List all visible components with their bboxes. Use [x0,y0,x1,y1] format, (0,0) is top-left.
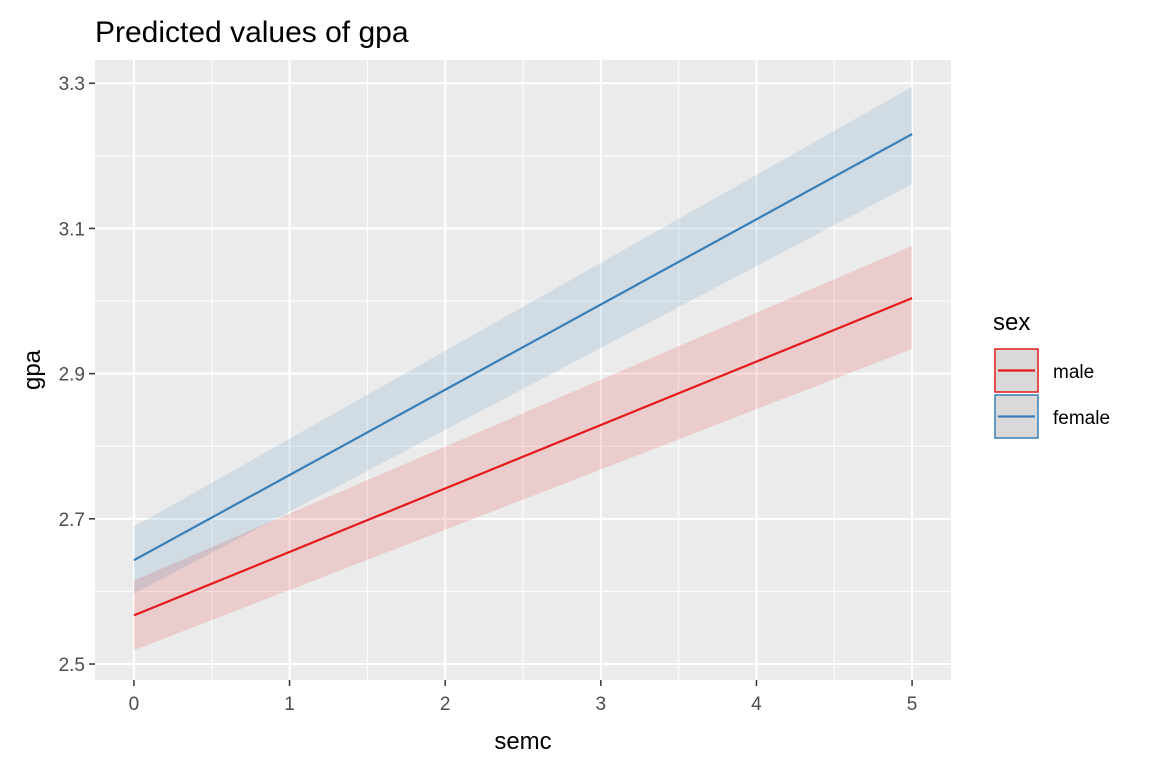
y-tick-label: 3.1 [59,219,85,240]
x-axis: 0 1 2 3 4 5 [129,680,918,715]
chart-title: Predicted values of gpa [95,16,409,49]
ribbon-male [133,245,913,651]
legend: sex male female [993,309,1110,439]
x-tick-label: 4 [751,694,762,715]
legend-label-male: male [1053,362,1094,383]
y-tick-label: 3.3 [59,74,85,95]
y-tick-label: 2.5 [59,655,85,676]
grid-major [95,60,951,680]
line-male [133,297,913,617]
y-axis: 2.5 2.7 2.9 3.1 3.3 [59,74,95,676]
y-tick-label: 2.9 [59,365,85,386]
x-tick-label: 0 [129,694,140,715]
y-tick-label: 2.7 [59,510,85,531]
x-axis-title: semc [494,728,551,755]
x-tick-label: 1 [284,694,295,715]
y-axis-title: gpa [19,349,46,390]
x-tick-label: 2 [440,694,451,715]
line-female [133,133,913,562]
legend-label-female: female [1053,408,1110,429]
grid-minor [95,60,951,680]
x-tick-label: 3 [596,694,607,715]
series-lines [133,133,913,617]
confidence-ribbons [133,86,913,651]
x-tick-label: 5 [907,694,918,715]
ribbon-female [133,86,913,594]
legend-title: sex [993,309,1030,336]
